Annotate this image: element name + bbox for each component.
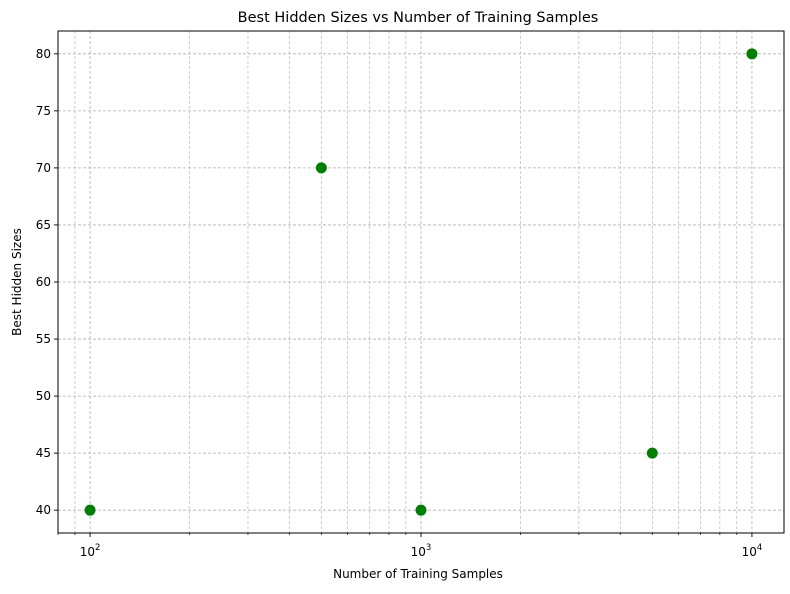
- y-tick-label: 65: [36, 218, 51, 232]
- axis-ticks: 102 103 104 40 45 50 55 60 65 70 75 80: [36, 47, 763, 559]
- data-point: [646, 447, 658, 459]
- y-tick-label: 75: [36, 104, 51, 118]
- y-tick-label: 55: [36, 332, 51, 346]
- grid: [57, 31, 784, 533]
- x-tick-label: 102: [80, 543, 101, 559]
- x-axis-label: Number of Training Samples: [333, 567, 503, 581]
- data-point: [415, 504, 427, 516]
- y-tick-label: 70: [36, 161, 51, 175]
- data-points: [84, 48, 758, 516]
- y-axis-label: Best Hidden Sizes: [10, 228, 24, 336]
- y-tick-label: 80: [36, 47, 51, 61]
- data-point: [746, 48, 758, 60]
- x-tick-label: 103: [411, 543, 432, 559]
- y-tick-label: 60: [36, 275, 51, 289]
- x-tick-label: 104: [742, 543, 763, 559]
- y-tick-label: 40: [36, 503, 51, 517]
- chart-title: Best Hidden Sizes vs Number of Training …: [238, 10, 599, 26]
- plot-area-frame: [57, 30, 785, 534]
- y-tick-label: 50: [36, 389, 51, 403]
- data-point: [84, 504, 96, 516]
- data-point: [315, 162, 327, 174]
- y-tick-label: 45: [36, 446, 51, 460]
